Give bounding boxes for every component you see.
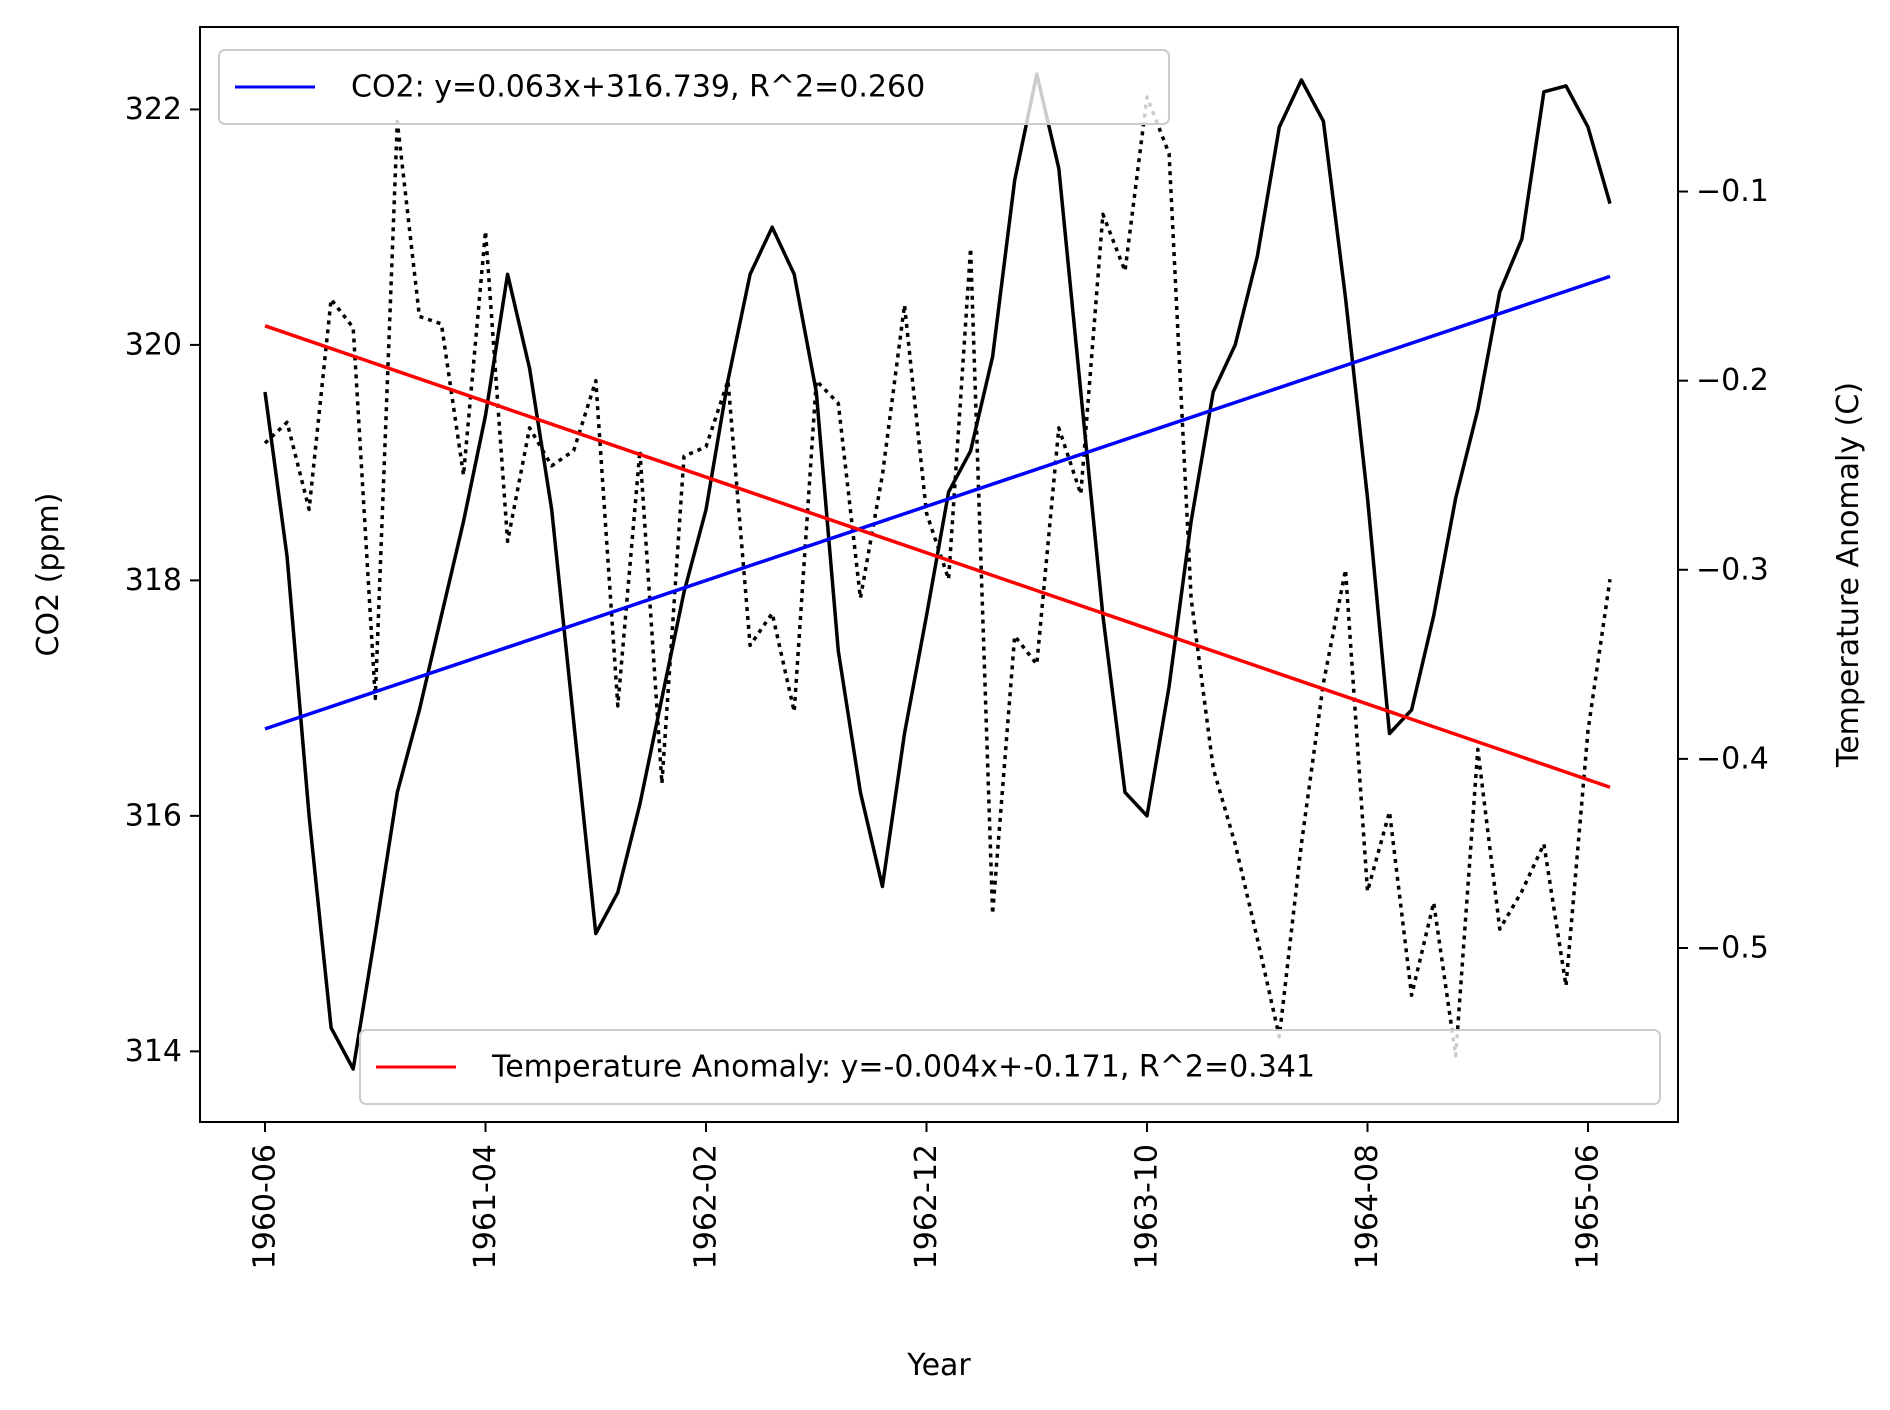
co2-series-line [263, 72, 1612, 1071]
y-right-tick-label: −0.5 [1696, 931, 1769, 966]
y-right-tick-label: −0.1 [1696, 174, 1769, 209]
y-left-tick-label: 322 [125, 92, 182, 127]
x-tick-label: 1963-10 [1130, 1144, 1165, 1269]
series-layer [263, 72, 1612, 1071]
y-left-tick-label: 318 [125, 563, 182, 598]
temperature-series-line [263, 95, 1612, 1058]
legend-co2: CO2: y=0.063x+316.739, R^2=0.260 [218, 49, 1170, 125]
y-left-tick-label: 320 [125, 327, 182, 362]
plot-frame [199, 26, 1679, 1123]
legend-co2-label: CO2: y=0.063x+316.739, R^2=0.260 [351, 70, 925, 105]
co2-trendline [264, 274, 1611, 731]
temperature-trendline [264, 324, 1611, 789]
trendline-layer [264, 274, 1611, 789]
y-axis-right-title: Temperature Anomaly (C) [1831, 382, 1866, 768]
x-axis: 1960-06 1961-04 1962-02 1962-12 1963-10 1964-… [248, 1122, 1606, 1269]
legend-temperature-label: Temperature Anomaly: y=-0.004x+-0.171, R… [491, 1050, 1315, 1085]
x-tick-label: 1961-04 [468, 1144, 503, 1269]
x-tick-label: 1962-02 [689, 1144, 724, 1269]
y-right-tick-label: −0.3 [1696, 552, 1769, 587]
y-left-tick-label: 314 [125, 1034, 182, 1069]
y-left-tick-label: 316 [125, 798, 182, 833]
legend-temperature-box [359, 1029, 1661, 1105]
x-axis-title: Year [906, 1348, 971, 1383]
y-axis-left: 314 316 318 320 322 [125, 92, 200, 1069]
x-tick-label: 1960-06 [248, 1144, 283, 1269]
y-axis-left-title: CO2 (ppm) [31, 493, 66, 657]
x-tick-label: 1965-06 [1571, 1144, 1606, 1269]
legend-temperature: Temperature Anomaly: y=-0.004x+-0.171, R… [359, 1029, 1661, 1105]
y-right-tick-label: −0.2 [1696, 363, 1769, 398]
legend-co2-box [218, 49, 1170, 125]
plot-area [263, 72, 1612, 1071]
x-tick-label: 1964-08 [1350, 1144, 1385, 1269]
y-right-tick-label: −0.4 [1696, 741, 1769, 776]
y-axis-right: −0.5 −0.4 −0.3 −0.2 −0.1 [1678, 174, 1769, 966]
x-tick-label: 1962-12 [909, 1144, 944, 1269]
